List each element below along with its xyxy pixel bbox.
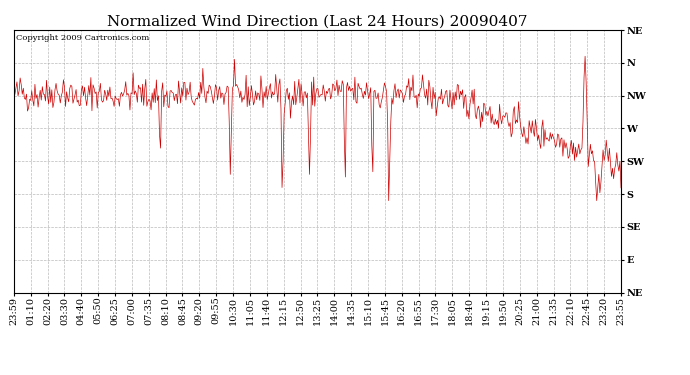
- Text: Copyright 2009 Cartronics.com: Copyright 2009 Cartronics.com: [16, 34, 149, 42]
- Title: Normalized Wind Direction (Last 24 Hours) 20090407: Normalized Wind Direction (Last 24 Hours…: [107, 15, 528, 29]
